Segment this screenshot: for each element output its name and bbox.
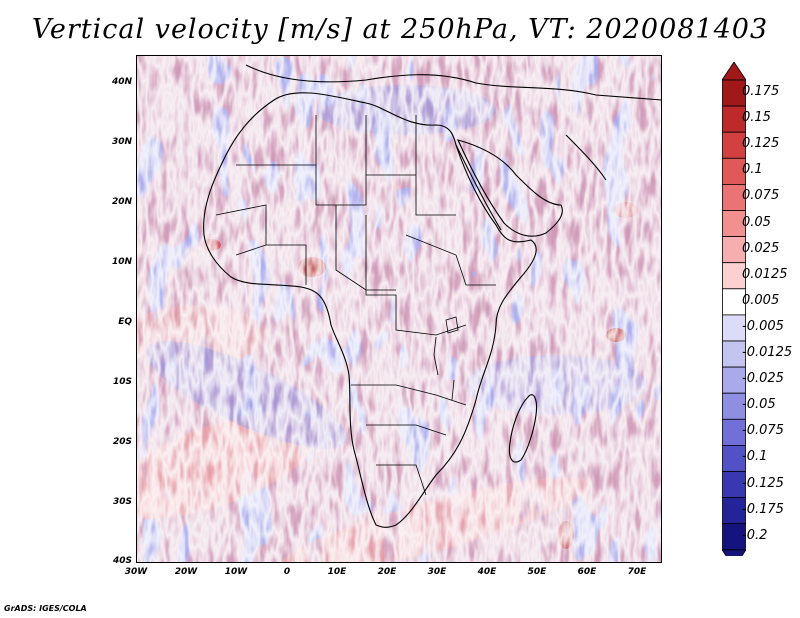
lon-label-70e: 70E	[627, 567, 647, 577]
lon-label-10w: 10W	[224, 567, 248, 577]
colorbar-tick-label: 0.05	[742, 214, 771, 230]
colorbar-tick-label: -0.025	[742, 371, 784, 387]
colorbar-tick-label: -0.2	[742, 527, 768, 543]
colorbar-tick-label: 0.005	[742, 292, 780, 308]
lat-label-40s: 40S	[112, 556, 132, 566]
colorbar-tick-label: -0.005	[742, 318, 784, 334]
colorbar-tick-label: 0.0125	[742, 266, 788, 282]
lon-label-20w: 20W	[174, 567, 198, 577]
lat-label-30n: 30N	[111, 137, 132, 147]
lat-label-20s: 20S	[112, 437, 132, 447]
lon-label-30w: 30W	[124, 567, 148, 577]
madagascar-coastline	[508, 394, 538, 463]
lat-label-40n: 40N	[111, 77, 132, 87]
colorbar-tick-label: 0.1	[742, 162, 763, 178]
colorbar-tick-label: 0.075	[742, 188, 780, 204]
lon-label-0: 0	[283, 567, 291, 577]
grads-credit: GrADS: IGES/COLA	[4, 604, 87, 613]
colorbar-tick-label: 0.175	[742, 84, 780, 100]
arabian-peninsula-coastline	[457, 139, 563, 237]
colorbar-tick-label: 0.15	[742, 110, 771, 126]
persian-gulf	[565, 134, 607, 181]
colorbar-tick-label: -0.05	[742, 397, 776, 413]
map-panel	[136, 55, 662, 563]
colorbar-bottom-arrow	[722, 549, 746, 556]
lat-label-10s: 10S	[112, 377, 132, 387]
lake-victoria	[445, 316, 459, 334]
lake-malawi	[451, 379, 455, 401]
country-borders-central	[365, 215, 496, 336]
lat-label-30s: 30S	[112, 497, 132, 507]
colorbar-tick-label: -0.075	[742, 423, 784, 439]
lon-label-50e: 50E	[527, 567, 547, 577]
lake-tanganyika	[433, 336, 439, 376]
lon-label-40e: 40E	[477, 567, 497, 577]
red-sea	[455, 144, 502, 231]
lat-label-10n: 10N	[111, 257, 132, 267]
colorbar-tick-label: -0.0125	[742, 345, 793, 361]
colorbar-tick-label: 0.125	[742, 136, 780, 152]
colorbar-tick-label: 0.025	[742, 240, 780, 256]
country-borders-west	[215, 204, 396, 291]
country-borders-north	[236, 115, 456, 216]
plot-title: Vertical velocity [m/s] at 250hPa, VT: 2…	[31, 14, 769, 45]
colorbar-tick-label: -0.1	[742, 449, 768, 465]
lon-label-30e: 30E	[427, 567, 447, 577]
colorbar	[722, 62, 746, 556]
field-fine-streaks	[136, 55, 662, 563]
lon-label-20e: 20E	[377, 567, 397, 577]
lon-label-60e: 60E	[577, 567, 597, 577]
europe-coastline	[245, 64, 662, 101]
lat-label-20n: 20N	[111, 197, 132, 207]
colorbar-tick-label: -0.175	[742, 501, 784, 517]
colorbar-top-arrow	[722, 62, 746, 81]
map-frame	[136, 55, 662, 563]
country-borders-south	[351, 384, 467, 496]
lat-label-eq: EQ	[118, 317, 132, 327]
lon-label-10e: 10E	[327, 567, 347, 577]
colorbar-tick-label: -0.125	[742, 475, 784, 491]
